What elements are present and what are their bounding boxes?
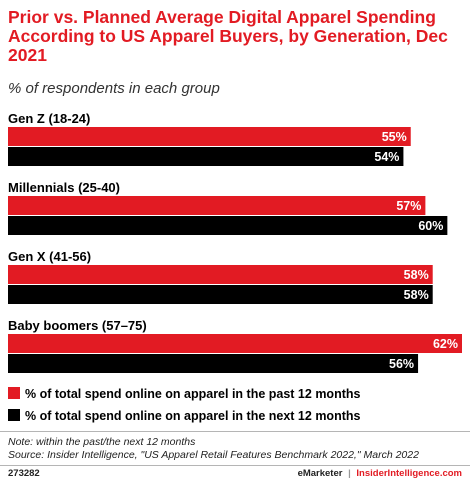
bar-next-12-months <box>8 285 433 304</box>
brand-insider-intelligence: InsiderIntelligence.com <box>356 468 462 479</box>
bar-past-12-months <box>8 196 426 215</box>
data-label: 57% <box>396 199 421 213</box>
chart-id: 273282 <box>8 468 40 479</box>
category-label: Baby boomers (57–75) <box>8 318 147 333</box>
category-label: Gen X (41-56) <box>8 249 91 264</box>
bar-next-12-months <box>8 147 404 166</box>
bar-past-12-months <box>8 334 462 353</box>
data-label: 54% <box>374 150 399 164</box>
data-label: 56% <box>389 357 414 371</box>
legend-swatch <box>8 387 20 399</box>
chart-title: Prior vs. Planned Average Digital Appare… <box>8 7 448 65</box>
bottom-divider <box>0 465 470 466</box>
data-label: 58% <box>404 288 429 302</box>
brand-separator: | <box>348 468 351 479</box>
note-text: Note: within the past/the next 12 months <box>8 436 196 448</box>
chart-subtitle: % of respondents in each group <box>8 80 220 97</box>
legend-swatch <box>8 409 20 421</box>
category-label: Millennials (25-40) <box>8 180 120 195</box>
category-label: Gen Z (18-24) <box>8 111 90 126</box>
brand-credit: eMarketer | InsiderIntelligence.com <box>298 468 462 479</box>
source-text: Source: Insider Intelligence, "US Appare… <box>8 448 419 461</box>
bar-next-12-months <box>8 354 419 373</box>
bar-past-12-months <box>8 127 411 146</box>
data-label: 60% <box>418 219 443 233</box>
legend-label: % of total spend online on apparel in th… <box>25 387 360 401</box>
data-label: 62% <box>433 337 458 351</box>
data-label: 58% <box>404 268 429 282</box>
bar-past-12-months <box>8 265 433 284</box>
footer-divider <box>0 431 470 432</box>
footnote: Note: within the past/the next 12 months… <box>8 436 419 461</box>
brand-emarketer: eMarketer <box>297 468 343 479</box>
legend-label: % of total spend online on apparel in th… <box>25 409 360 423</box>
bar-next-12-months <box>8 216 448 235</box>
data-label: 55% <box>382 130 407 144</box>
